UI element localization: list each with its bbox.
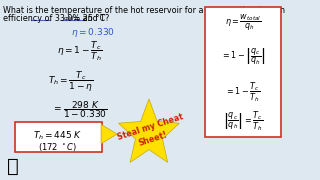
Polygon shape bbox=[119, 99, 179, 162]
Text: $= \dfrac{298\ K}{1-0.330}$: $= \dfrac{298\ K}{1-0.330}$ bbox=[52, 99, 108, 120]
Text: = 25 °C?: = 25 °C? bbox=[71, 14, 109, 23]
Text: cold: cold bbox=[64, 16, 74, 21]
Polygon shape bbox=[101, 124, 117, 144]
Text: $\left|\dfrac{q_c}{q_h}\right| = \dfrac{T_c}{T_h}$: $\left|\dfrac{q_c}{q_h}\right| = \dfrac{… bbox=[223, 110, 263, 133]
Text: 🤖: 🤖 bbox=[7, 157, 19, 176]
Text: efficiency of 33.0% and T: efficiency of 33.0% and T bbox=[3, 14, 105, 23]
Text: Steal my Cheat: Steal my Cheat bbox=[116, 112, 185, 142]
Text: $(172\ ^\circ C)$: $(172\ ^\circ C)$ bbox=[38, 141, 77, 153]
FancyBboxPatch shape bbox=[205, 7, 281, 137]
FancyBboxPatch shape bbox=[15, 122, 101, 152]
Text: $\eta = \dfrac{w_{total}}{q_h}$: $\eta = \dfrac{w_{total}}{q_h}$ bbox=[225, 13, 261, 33]
Text: $\eta = 0.330$: $\eta = 0.330$ bbox=[71, 26, 115, 39]
Text: What is the temperature of the hot reservoir for a process that has an: What is the temperature of the hot reser… bbox=[3, 6, 285, 15]
Text: $T_h = \dfrac{T_c}{1-\eta}$: $T_h = \dfrac{T_c}{1-\eta}$ bbox=[48, 70, 93, 94]
Text: Sheet!: Sheet! bbox=[138, 130, 169, 148]
Text: $= 1 - \left|\dfrac{q_c}{q_h}\right|$: $= 1 - \left|\dfrac{q_c}{q_h}\right|$ bbox=[220, 47, 265, 67]
Text: $\eta = 1 - \dfrac{T_c}{T_h}$: $\eta = 1 - \dfrac{T_c}{T_h}$ bbox=[57, 39, 102, 63]
Text: $T_h = 445\ K$: $T_h = 445\ K$ bbox=[33, 129, 82, 142]
Text: $= 1 - \dfrac{T_c}{T_h}$: $= 1 - \dfrac{T_c}{T_h}$ bbox=[225, 81, 260, 104]
